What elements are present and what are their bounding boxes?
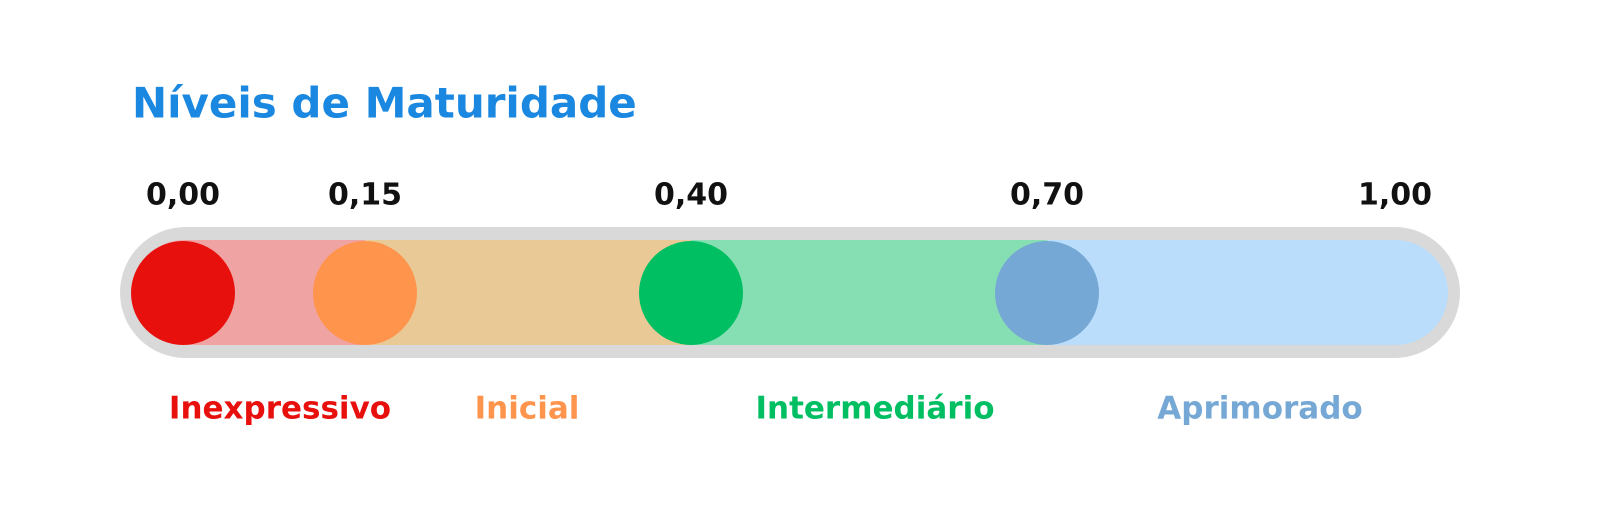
- level-name: Inicial: [475, 391, 580, 427]
- level-marker: [313, 241, 417, 345]
- title: Níveis de Maturidade: [132, 79, 637, 128]
- threshold-label: 0,15: [328, 178, 402, 213]
- threshold-label: 0,40: [654, 178, 728, 213]
- level-name: Inexpressivo: [169, 391, 391, 427]
- segment: [691, 240, 1047, 345]
- level-name: Aprimorado: [1157, 391, 1362, 427]
- threshold-label: 0,70: [1010, 178, 1084, 213]
- level-marker: [995, 241, 1099, 345]
- segment: [365, 240, 691, 345]
- segment: [1047, 240, 1448, 345]
- level-marker: [639, 241, 743, 345]
- threshold-label: 1,00: [1358, 178, 1432, 213]
- level-name: Intermediário: [755, 391, 994, 427]
- threshold-label: 0,00: [146, 178, 220, 213]
- level-marker: [131, 241, 235, 345]
